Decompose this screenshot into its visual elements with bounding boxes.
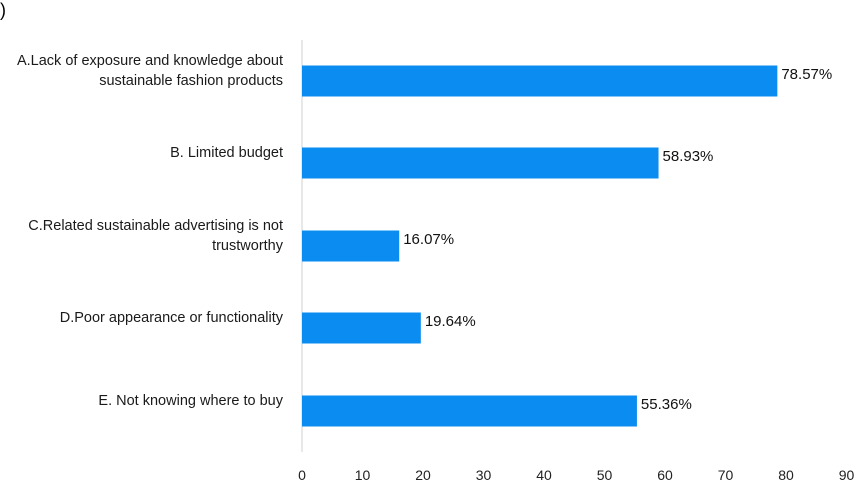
value-label-2: 16.07% xyxy=(403,231,454,248)
x-tick-label-8: 80 xyxy=(778,467,794,483)
category-label-1-line-0: B. Limited budget xyxy=(170,145,283,161)
value-label-0: 78.57% xyxy=(781,66,832,83)
value-label-1: 58.93% xyxy=(663,148,714,165)
x-tick-label-7: 70 xyxy=(718,467,734,483)
stray-parenthesis: ) xyxy=(0,0,6,20)
category-label-0: A.Lack of exposure and knowledge about su… xyxy=(17,53,283,89)
x-tick-labels-group: 0 10 20 30 40 50 60 70 80 90 xyxy=(298,467,854,483)
category-label-4-line-0: E. Not knowing where to buy xyxy=(98,393,283,409)
bar-1 xyxy=(302,147,659,179)
category-label-3-line-0: D.Poor appearance or functionality xyxy=(60,310,284,326)
category-label-0-line-0: A.Lack of exposure and knowledge about xyxy=(17,53,283,69)
category-label-2: C.Related sustainable advertising is not… xyxy=(28,218,283,254)
x-tick-label-9: 90 xyxy=(839,467,855,483)
category-label-0-line-1: sustainable fashion products xyxy=(99,73,283,89)
x-tick-label-1: 10 xyxy=(355,467,371,483)
bar-3 xyxy=(302,312,421,344)
category-label-4: E. Not knowing where to buy xyxy=(98,393,283,409)
category-label-2-line-0: C.Related sustainable advertising is not xyxy=(28,218,283,234)
bar-4 xyxy=(302,395,637,427)
x-tick-label-0: 0 xyxy=(298,467,306,483)
x-tick-label-6: 60 xyxy=(657,467,673,483)
value-label-4: 55.36% xyxy=(641,396,692,413)
bars-group xyxy=(302,65,778,427)
category-labels-group: A.Lack of exposure and knowledge about su… xyxy=(17,53,284,409)
x-tick-label-2: 20 xyxy=(415,467,431,483)
x-tick-label-3: 30 xyxy=(476,467,492,483)
value-label-3: 19.64% xyxy=(425,313,476,330)
category-label-1: B. Limited budget xyxy=(170,145,283,161)
x-tick-label-4: 40 xyxy=(536,467,552,483)
value-labels-group: 78.57% 58.93% 16.07% 19.64% 55.36% xyxy=(403,66,832,413)
category-label-3: D.Poor appearance or functionality xyxy=(60,310,284,326)
bar-0 xyxy=(302,65,778,97)
category-label-2-line-1: trustworthy xyxy=(212,238,284,254)
x-tick-label-5: 50 xyxy=(597,467,613,483)
bar-2 xyxy=(302,230,400,262)
